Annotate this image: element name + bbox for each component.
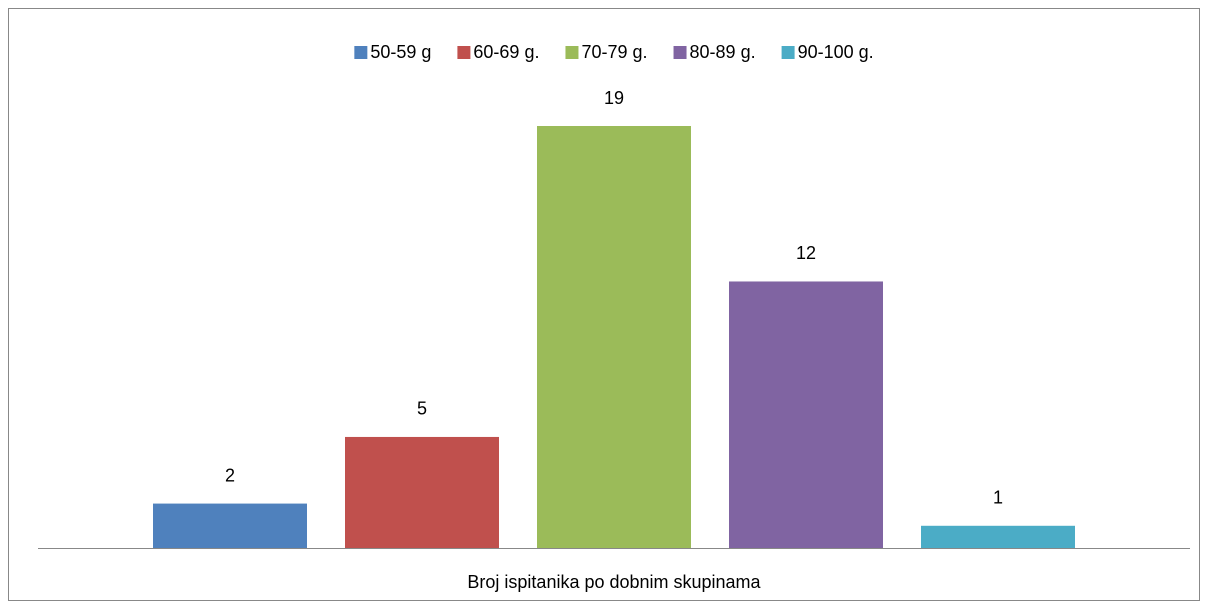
legend-swatch — [781, 46, 795, 59]
bar — [921, 525, 1075, 548]
legend-swatch — [354, 46, 368, 59]
bar — [153, 503, 307, 548]
legend-label: 50-59 g — [370, 42, 431, 62]
x-category-label: Broj ispitanika po dobnim skupinama — [467, 572, 761, 592]
data-label: 5 — [417, 399, 427, 419]
legend-swatch — [457, 46, 471, 59]
data-label: 1 — [993, 488, 1003, 508]
bar — [537, 126, 691, 548]
data-label: 2 — [225, 465, 235, 485]
data-label: 12 — [796, 243, 816, 263]
bar — [345, 436, 499, 548]
bar — [729, 281, 883, 548]
legend-swatch — [565, 46, 579, 59]
legend-swatch — [673, 46, 687, 59]
legend-label: 60-69 g. — [473, 42, 539, 62]
legend-label: 90-100 g. — [798, 42, 874, 62]
legend-label: 70-79 g. — [581, 42, 647, 62]
data-label: 19 — [604, 88, 624, 108]
legend-label: 80-89 g. — [690, 42, 756, 62]
